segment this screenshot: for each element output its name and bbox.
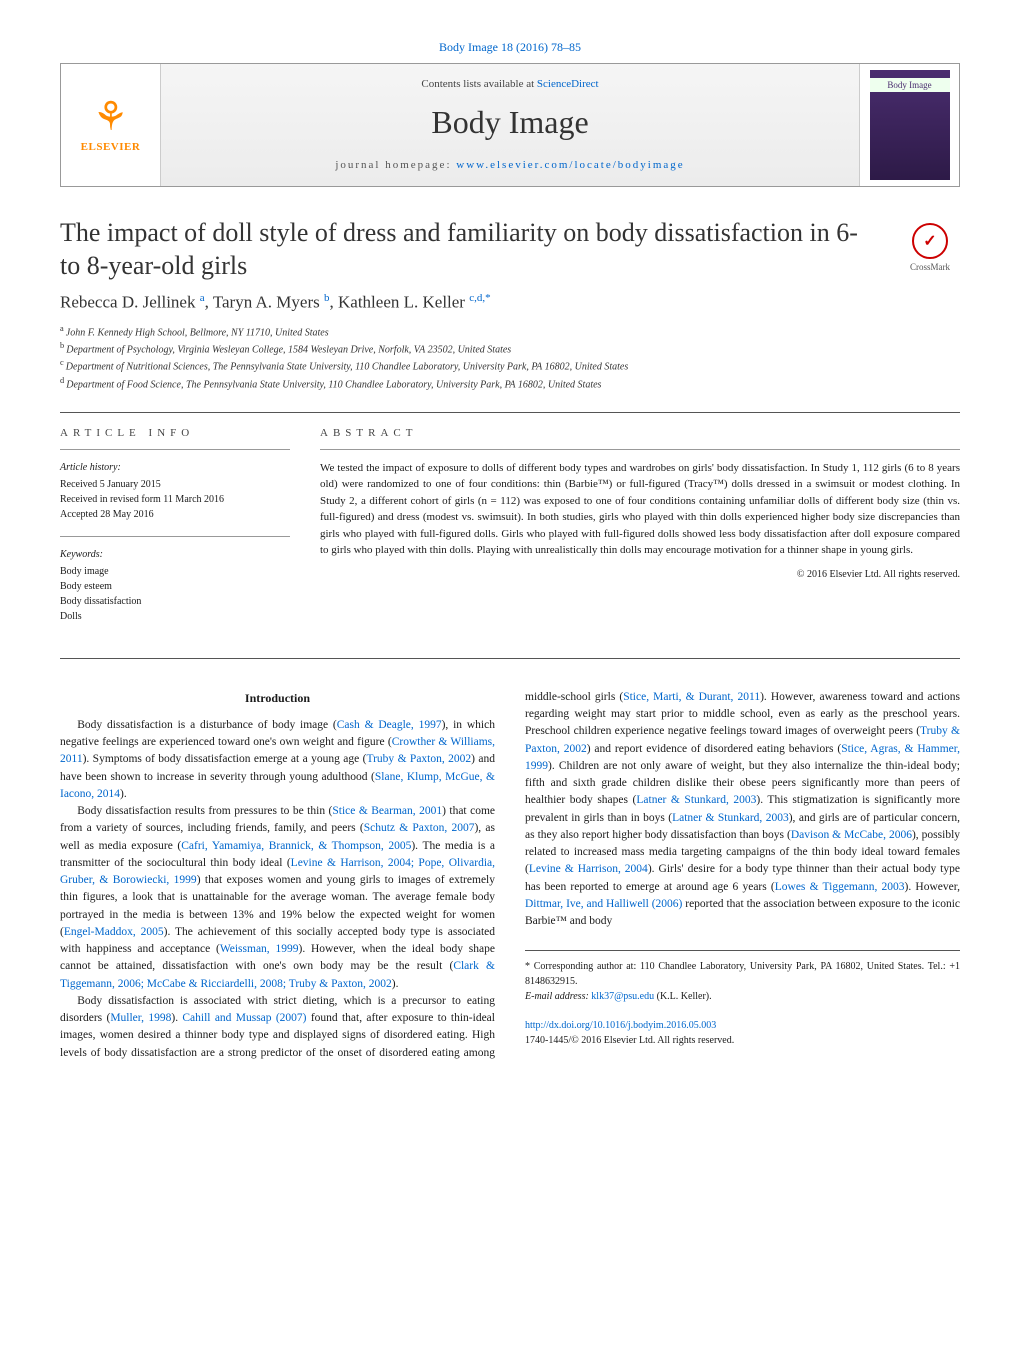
- keywords-label: Keywords:: [60, 547, 290, 562]
- email-tail: (K.L. Keller).: [654, 991, 711, 1002]
- keyword: Body esteem: [60, 579, 290, 594]
- citation-link[interactable]: Muller, 1998: [110, 1012, 171, 1024]
- citation-link[interactable]: Clark & Tiggemann, 2006; McCabe & Riccia…: [60, 960, 495, 989]
- citation-link[interactable]: Lowes & Tiggemann, 2003: [775, 881, 905, 893]
- affiliation: d Department of Food Science, The Pennsy…: [60, 375, 960, 392]
- citation-link[interactable]: Cafri, Yamamiya, Brannick, & Thompson, 2…: [181, 840, 411, 852]
- homepage-url[interactable]: www.elsevier.com/locate/bodyimage: [456, 159, 684, 171]
- history-line: Received 5 January 2015: [60, 477, 290, 492]
- issn-copyright: 1740-1445/© 2016 Elsevier Ltd. All right…: [525, 1033, 960, 1048]
- article-body: Introduction Body dissatisfaction is a d…: [60, 689, 960, 1062]
- divider: [60, 658, 960, 659]
- author: Taryn A. Myers: [213, 293, 320, 312]
- citation-link[interactable]: Slane, Klump, McGue, & Iacono, 2014: [60, 771, 495, 800]
- affiliation: c Department of Nutritional Sciences, Th…: [60, 357, 960, 374]
- crossmark-icon: ✓: [912, 223, 948, 259]
- contents-available: Contents lists available at ScienceDirec…: [171, 78, 849, 90]
- crossmark-badge[interactable]: ✓ CrossMark: [900, 217, 960, 277]
- copyright: © 2016 Elsevier Ltd. All rights reserved…: [320, 569, 960, 580]
- history-line: Accepted 28 May 2016: [60, 507, 290, 522]
- journal-header-center: Contents lists available at ScienceDirec…: [161, 64, 859, 186]
- sciencedirect-link[interactable]: ScienceDirect: [537, 78, 599, 90]
- author-list: Rebecca D. Jellinek a, Taryn A. Myers b,…: [60, 292, 960, 313]
- author-affil-marker[interactable]: b: [324, 292, 330, 304]
- homepage-prefix: journal homepage:: [335, 159, 456, 171]
- doi-link[interactable]: http://dx.doi.org/10.1016/j.bodyim.2016.…: [525, 1018, 960, 1033]
- abstract-heading: abstract: [320, 427, 960, 439]
- introduction-heading: Introduction: [60, 689, 495, 707]
- abstract-column: abstract We tested the impact of exposur…: [320, 427, 960, 638]
- journal-header: ⚘ ELSEVIER Contents lists available at S…: [60, 63, 960, 187]
- abstract-text: We tested the impact of exposure to doll…: [320, 460, 960, 559]
- corr-author-text: * Corresponding author at: 110 Chandlee …: [525, 959, 960, 989]
- citation-link[interactable]: Cash & Deagle, 1997: [337, 719, 442, 731]
- corr-email[interactable]: klk37@psu.edu: [591, 991, 654, 1002]
- body-paragraph: Body dissatisfaction results from pressu…: [60, 803, 495, 993]
- affiliation: a John F. Kennedy High School, Bellmore,…: [60, 323, 960, 340]
- journal-citation[interactable]: Body Image 18 (2016) 78–85: [60, 40, 960, 55]
- article-title: The impact of doll style of dress and fa…: [60, 217, 880, 282]
- divider: [60, 536, 290, 537]
- cover-thumbnail: Body Image: [870, 70, 950, 180]
- elsevier-tree-icon: ⚘: [93, 97, 129, 137]
- citation-link[interactable]: Cahill and Mussap (2007): [182, 1012, 306, 1024]
- doi-block: http://dx.doi.org/10.1016/j.bodyim.2016.…: [525, 1018, 960, 1048]
- divider: [60, 412, 960, 413]
- history-line: Received in revised form 11 March 2016: [60, 492, 290, 507]
- author-affil-marker[interactable]: a: [200, 292, 205, 304]
- cover-title: Body Image: [870, 78, 950, 92]
- corresponding-author-footnote: * Corresponding author at: 110 Chandlee …: [525, 950, 960, 1004]
- journal-name: Body Image: [171, 104, 849, 141]
- article-info-column: article info Article history: Received 5…: [60, 427, 290, 638]
- affiliation: b Department of Psychology, Virginia Wes…: [60, 340, 960, 357]
- journal-cover[interactable]: Body Image: [859, 64, 959, 186]
- body-paragraph: Body dissatisfaction is a disturbance of…: [60, 717, 495, 803]
- contents-prefix: Contents lists available at: [421, 78, 536, 90]
- keyword: Dolls: [60, 609, 290, 624]
- keyword: Body image: [60, 564, 290, 579]
- citation-link[interactable]: Latner & Stunkard, 2003: [672, 812, 789, 824]
- article-info-heading: article info: [60, 427, 290, 439]
- author-affil-marker[interactable]: c,d,*: [469, 292, 490, 304]
- publisher-logo[interactable]: ⚘ ELSEVIER: [61, 64, 161, 186]
- citation-link[interactable]: Schutz & Paxton, 2007: [364, 822, 475, 834]
- citation-link[interactable]: Engel-Maddox, 2005: [64, 926, 164, 938]
- journal-homepage: journal homepage: www.elsevier.com/locat…: [171, 159, 849, 171]
- author: Rebecca D. Jellinek: [60, 293, 195, 312]
- affiliations: a John F. Kennedy High School, Bellmore,…: [60, 323, 960, 392]
- citation-link[interactable]: Weissman, 1999: [220, 943, 299, 955]
- author: Kathleen L. Keller: [338, 293, 465, 312]
- citation-link[interactable]: Stice, Agras, & Hammer, 1999: [525, 743, 960, 772]
- citation-link[interactable]: Dittmar, Ive, and Halliwell (2006): [525, 898, 682, 910]
- citation-link[interactable]: Levine & Harrison, 2004; Pope, Olivardia…: [60, 857, 495, 886]
- email-label: E-mail address:: [525, 991, 591, 1002]
- divider: [320, 449, 960, 450]
- history-label: Article history:: [60, 460, 290, 475]
- citation-link[interactable]: Stice, Marti, & Durant, 2011: [623, 691, 760, 703]
- publisher-label: ELSEVIER: [81, 141, 141, 153]
- crossmark-label: CrossMark: [910, 262, 950, 272]
- citation-link[interactable]: Stice & Bearman, 2001: [332, 805, 442, 817]
- citation-link[interactable]: Levine & Harrison, 2004: [529, 863, 648, 875]
- keyword: Body dissatisfaction: [60, 594, 290, 609]
- divider: [60, 449, 290, 450]
- citation-link[interactable]: Davison & McCabe, 2006: [791, 829, 912, 841]
- citation-link[interactable]: Latner & Stunkard, 2003: [636, 794, 756, 806]
- citation-link[interactable]: Truby & Paxton, 2002: [366, 753, 471, 765]
